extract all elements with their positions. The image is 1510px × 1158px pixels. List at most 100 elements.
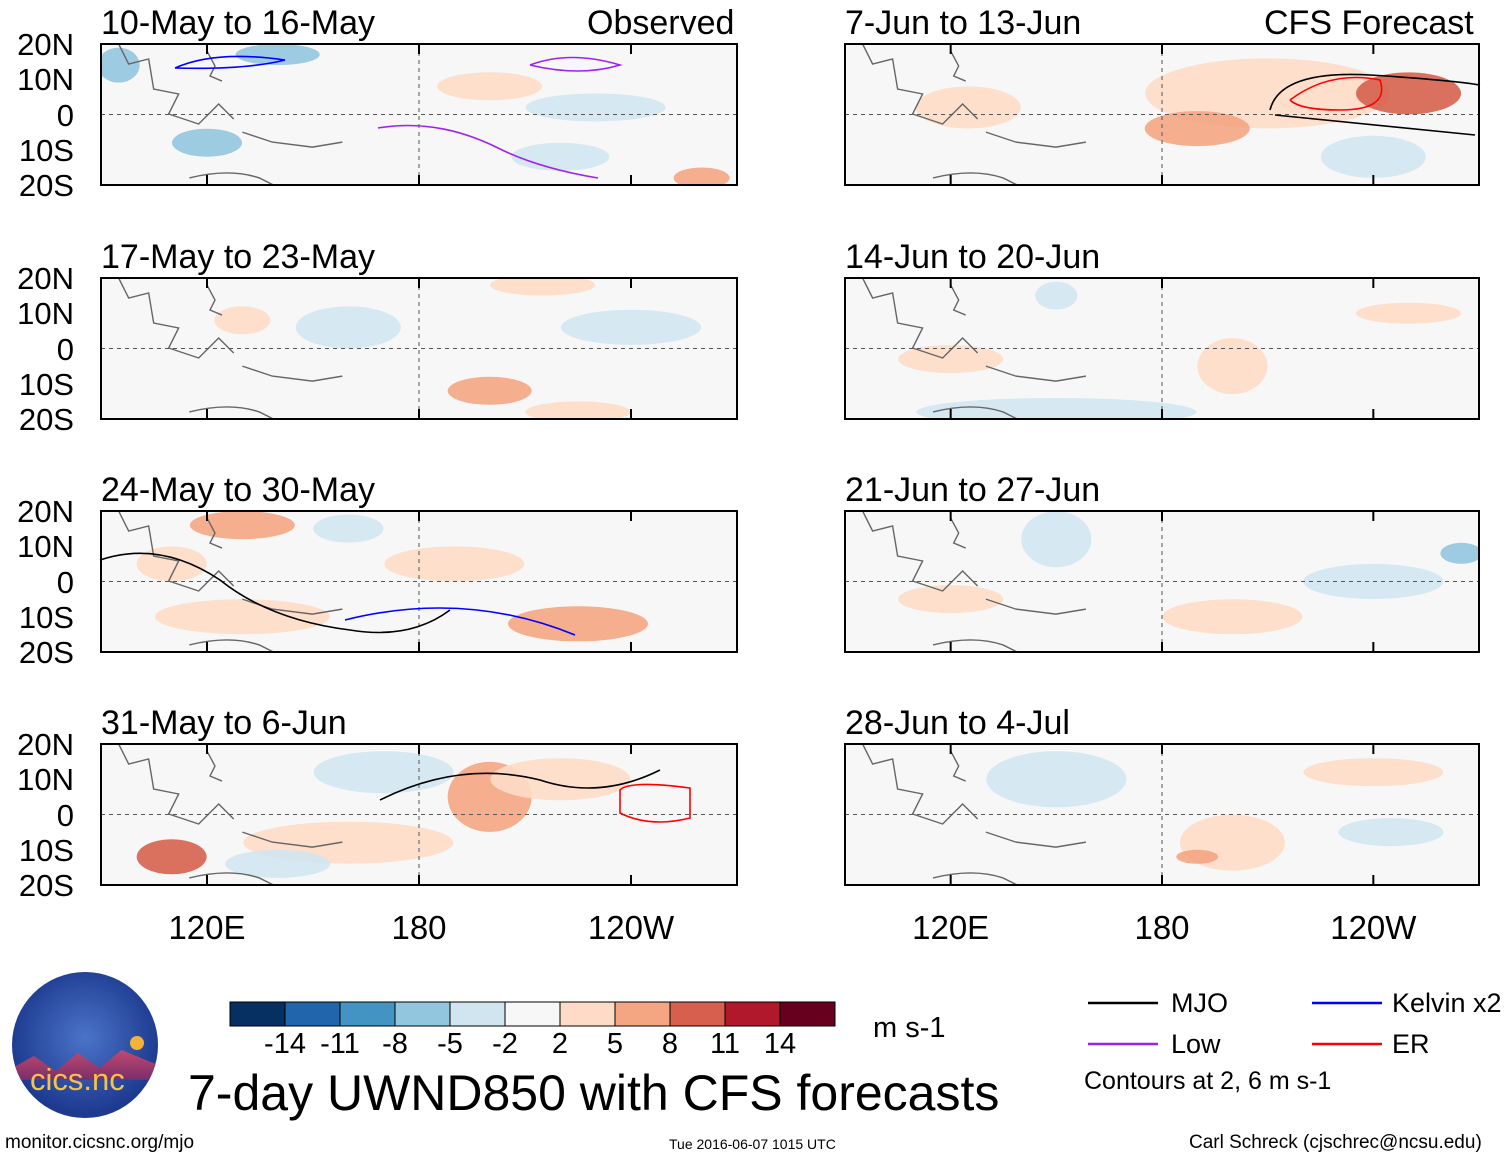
colorbar-tick-label: -8 <box>382 1028 408 1060</box>
wind-anomaly-shading <box>1303 758 1444 787</box>
lat-tick-label: 20N <box>17 494 74 529</box>
wind-anomaly-shading <box>915 86 1021 129</box>
colorbar-swatch <box>779 1001 836 1027</box>
wind-anomaly-shading <box>916 397 1197 419</box>
colorbar-swatch <box>449 1001 506 1027</box>
lat-tick-label: 20N <box>17 727 74 762</box>
lon-tick-label: 180 <box>1134 909 1190 946</box>
lat-tick-label: 0 <box>56 564 74 600</box>
wind-anomaly-shading <box>384 546 525 582</box>
mjo-contour <box>1269 73 1481 136</box>
wind-anomaly-shading <box>1035 281 1078 310</box>
wind-anomaly-shading <box>235 44 320 66</box>
wind-anomaly-shading <box>561 309 701 345</box>
wind-anomaly-shading <box>154 599 330 635</box>
coastline <box>861 744 1087 885</box>
panel-title: 21-Jun to 27-Jun <box>845 471 1101 509</box>
colorbar-swatch <box>559 1001 616 1027</box>
wind-anomaly-shading <box>1162 599 1303 635</box>
wind-anomaly-shading <box>189 511 295 540</box>
wind-anomaly-shading <box>525 93 666 122</box>
er-contour <box>619 783 691 823</box>
wind-anomaly-shading <box>511 142 610 171</box>
wind-anomaly-shading <box>172 128 242 157</box>
wind-anomaly-shading <box>1356 302 1462 324</box>
coastline <box>861 511 1087 652</box>
lat-tick-label: 10N <box>17 62 74 98</box>
panel-title: 17-May to 23-May <box>101 238 375 276</box>
wind-anomaly-shading <box>508 606 648 642</box>
colorbar-tick-label: -5 <box>437 1028 463 1060</box>
low-contour <box>529 56 623 72</box>
colorbar-tick-label: -14 <box>264 1028 306 1060</box>
coastline <box>118 744 343 885</box>
colorbar-tick-label: -11 <box>320 1028 360 1060</box>
colorbar-swatch <box>394 1001 451 1027</box>
wind-anomaly-shading <box>1338 818 1444 847</box>
wind-anomaly-shading <box>313 751 454 794</box>
coastline <box>861 44 1087 185</box>
wind-anomaly-shading <box>447 376 532 405</box>
wind-anomaly-shading <box>101 47 140 83</box>
colorbar-tick-label: 14 <box>763 1028 797 1060</box>
lat-tick-label: 10S <box>18 832 74 868</box>
lat-tick-label: 0 <box>56 331 74 367</box>
wind-anomaly-shading <box>898 585 1004 614</box>
lat-tick-label: 10N <box>17 296 74 332</box>
lat-tick-label: 20S <box>18 168 74 203</box>
colorbar-tick-label: 5 <box>606 1028 624 1060</box>
colorbar-tick-label: 11 <box>709 1028 741 1060</box>
mjo-contour <box>99 552 451 634</box>
wind-anomaly-shading <box>1320 135 1426 178</box>
wind-anomaly-shading <box>1144 111 1250 147</box>
panel-title: 28-Jun to 4-Jul <box>845 704 1070 742</box>
lon-tick-label: 120E <box>168 909 246 946</box>
colorbar-tick-label: 2 <box>551 1028 569 1060</box>
contours-note: Contours at 2, 6 m s-1 <box>1084 1067 1332 1095</box>
lat-tick-label: 10S <box>18 599 74 635</box>
wind-anomaly-shading <box>295 306 401 349</box>
wind-anomaly-shading <box>1197 338 1268 395</box>
lon-tick-label: 120W <box>587 909 675 946</box>
forecast-label: CFS Forecast <box>1264 4 1474 42</box>
low-contour <box>377 124 599 179</box>
coastline <box>861 278 1087 419</box>
footer-url[interactable]: monitor.cicsnc.org/mjo <box>5 1132 195 1153</box>
lat-tick-label: 10N <box>17 529 74 565</box>
wind-anomaly-shading <box>1440 542 1479 564</box>
wind-anomaly-shading <box>490 278 596 296</box>
coastline <box>118 278 343 419</box>
colorbar-swatch <box>669 1001 726 1027</box>
lat-tick-label: 20S <box>18 402 74 437</box>
colorbar-tick-label: 8 <box>661 1028 679 1060</box>
legend-kelvin: Kelvin x2 <box>1392 988 1502 1018</box>
legend-mjo: MJO <box>1171 988 1228 1018</box>
legend-low: Low <box>1171 1029 1221 1059</box>
footer-credit: Carl Schreck (cjschrec@ncsu.edu) <box>1189 1132 1482 1153</box>
wind-anomaly-shading <box>313 514 384 543</box>
lat-tick-label: 0 <box>56 97 74 133</box>
lat-tick-label: 20S <box>18 868 74 903</box>
legend-er: ER <box>1392 1029 1430 1059</box>
colorbar-swatch <box>724 1001 781 1027</box>
colorbar-swatch <box>614 1001 671 1027</box>
wind-anomaly-shading <box>1356 72 1462 115</box>
wind-anomaly-shading <box>437 72 543 101</box>
lat-tick-label: 10S <box>18 132 74 168</box>
mjo-contour <box>379 769 661 801</box>
colorbar-swatch <box>229 1001 286 1027</box>
cics-logo: cics.nc <box>12 972 158 1118</box>
wind-anomaly-shading <box>490 758 631 801</box>
wind-anomaly-shading <box>525 401 631 419</box>
kelvin-contour <box>344 607 576 636</box>
wind-anomaly-shading <box>225 849 331 878</box>
wind-anomaly-shading <box>673 167 730 185</box>
kelvin-contour <box>174 55 286 70</box>
observed-label: Observed <box>587 4 735 42</box>
coastline <box>118 44 343 185</box>
wind-anomaly-shading <box>136 839 207 875</box>
lat-tick-label: 10S <box>18 366 74 402</box>
colorbar-tick-label: -2 <box>492 1028 518 1060</box>
er-contour <box>1289 76 1383 111</box>
